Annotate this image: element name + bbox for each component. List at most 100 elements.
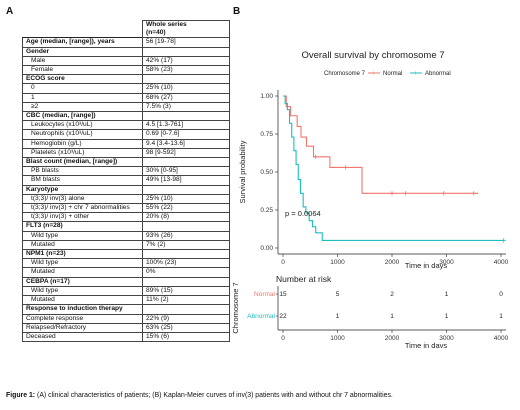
y-tick-label: 1.00 bbox=[260, 93, 273, 100]
y-tick-label: 0.50 bbox=[260, 169, 273, 176]
table-value-cell: 42% (17) bbox=[142, 55, 230, 67]
table-row: Complete response 22% (9) bbox=[22, 313, 230, 324]
table-row: Neutrophils (x10³/uL) 0.69 [0-7.6] bbox=[22, 129, 230, 140]
x-tick-label: 3000 bbox=[439, 259, 454, 266]
panel-label-b: B bbox=[233, 6, 241, 17]
table-label-cell: ≥2 bbox=[22, 101, 143, 113]
table-row: t(3;3)/ inv(3) alone 25% (10) bbox=[22, 193, 230, 205]
table-value-cell bbox=[142, 249, 230, 260]
table-label-cell: Deceased bbox=[22, 331, 143, 343]
table-row: 1 68% (27) bbox=[22, 92, 230, 103]
table-value-cell: 98 [9-592] bbox=[142, 147, 230, 159]
risk-count: 15 bbox=[279, 291, 287, 298]
risk-count: 1 bbox=[499, 313, 503, 320]
table-label-cell: ECOG score bbox=[22, 74, 143, 85]
legend-cross-normal: + bbox=[372, 71, 376, 77]
table-label-cell: CEBPA (n=17) bbox=[22, 276, 143, 287]
table-value-cell: 30% [0-95] bbox=[142, 166, 230, 177]
table-value-cell: 0% bbox=[142, 267, 230, 278]
table-value-cell: 49% [13-98] bbox=[142, 175, 230, 186]
table-label-cell: t(3;3)/ inv(3) + other bbox=[22, 212, 143, 223]
risk-x-tick-label: 4000 bbox=[494, 335, 509, 342]
table-label-cell: FLT3 (n=28) bbox=[22, 221, 143, 232]
table-row: Platelets (x10³/uL) 98 [9-592] bbox=[22, 147, 230, 159]
table-row: Blast count (median, [range]) bbox=[22, 157, 230, 168]
table-value-cell: 93% (26) bbox=[142, 230, 230, 241]
censor-mark-normal bbox=[471, 191, 476, 196]
x-tick-label: 2000 bbox=[385, 259, 400, 266]
table-value-cell bbox=[142, 184, 230, 195]
y-tick-label: 0.25 bbox=[260, 207, 273, 214]
table-row: ECOG score bbox=[22, 74, 230, 85]
table-value-cell: 0.69 [0-7.6] bbox=[142, 129, 230, 140]
table-row: Mutated 7% (2) bbox=[22, 239, 230, 251]
table-value-cell: 4.5 [1.3-761] bbox=[142, 120, 230, 131]
table-value-cell: 25% (10) bbox=[142, 83, 230, 94]
table-label-cell: Complete response bbox=[22, 313, 143, 324]
table-row: t(3;3)/ inv(3) + other 20% (8) bbox=[22, 212, 230, 223]
table-header-line2: (n=40) bbox=[146, 29, 166, 37]
risk-x-axis-label: Time in days bbox=[405, 341, 447, 348]
table-value-cell bbox=[142, 221, 230, 232]
x-axis-label: Time in days bbox=[405, 261, 447, 270]
table-row: Relapsed/Refractory 63% (25) bbox=[22, 322, 230, 333]
table-value-cell: 22% (9) bbox=[142, 313, 230, 324]
panel-label-a: A bbox=[6, 6, 14, 17]
table-label-cell: Wild type bbox=[22, 230, 143, 241]
table-label-cell: Platelets (x10³/uL) bbox=[22, 147, 143, 159]
table-value-cell bbox=[142, 74, 230, 85]
table-label-cell: Female bbox=[22, 65, 143, 76]
table-row: Female 58% (23) bbox=[22, 65, 230, 76]
table-value-cell bbox=[142, 111, 230, 122]
figure-caption: Figure 1: (A) clinical characteristics o… bbox=[6, 392, 518, 399]
risk-count: 22 bbox=[279, 313, 287, 320]
table-row: Wild type 100% (23) bbox=[22, 258, 230, 269]
caption-text: (A) clinical characteristics of patients… bbox=[35, 392, 393, 399]
table-row: CEBPA (n=17) bbox=[22, 276, 230, 287]
table-row: FLT3 (n=28) bbox=[22, 221, 230, 232]
table-label-cell: Blast count (median, [range]) bbox=[22, 157, 143, 168]
curve-normal bbox=[283, 95, 479, 194]
table-row: PB blasts 30% [0-95] bbox=[22, 166, 230, 177]
risk-x-tick-label: 3000 bbox=[439, 335, 454, 342]
table-row: Male 42% (17) bbox=[22, 55, 230, 67]
table-row: Mutated 0% bbox=[22, 267, 230, 278]
table-row: Wild type 89% (15) bbox=[22, 285, 230, 297]
y-tick-label: 0.75 bbox=[260, 131, 273, 138]
legend-label-normal: Normal bbox=[383, 71, 402, 77]
table-label-cell: Relapsed/Refractory bbox=[22, 322, 143, 333]
curve-abnormal bbox=[283, 95, 504, 241]
table-label-cell: Hemoglobin (g/L) bbox=[22, 138, 143, 149]
table-label-cell: PB blasts bbox=[22, 166, 143, 177]
table-value-cell: 55% (22) bbox=[142, 203, 230, 214]
table-label-cell: NPM1 (n=23) bbox=[22, 249, 143, 260]
table-label-cell: 1 bbox=[22, 92, 143, 103]
table-value-cell: 89% (15) bbox=[142, 285, 230, 297]
risk-x-tick-label: 1000 bbox=[330, 335, 345, 342]
censor-mark-normal bbox=[313, 154, 318, 159]
table-value-cell bbox=[142, 46, 230, 57]
caption-bold: Figure 1: bbox=[6, 392, 36, 399]
risk-count: 1 bbox=[336, 313, 340, 320]
table-label-cell: Mutated bbox=[22, 267, 143, 278]
table-value-cell bbox=[142, 304, 230, 315]
characteristics-table: Whole series (n=40) Age (median, [range]… bbox=[22, 19, 230, 343]
table-row: Wild type 93% (26) bbox=[22, 230, 230, 241]
risk-count: 1 bbox=[390, 313, 394, 320]
table-row: NPM1 (n=23) bbox=[22, 249, 230, 260]
table-value-cell: 7% (2) bbox=[142, 239, 230, 251]
km-chart: Overall survival by chromosome 7 Chromoso… bbox=[231, 50, 509, 348]
table-label-cell: Wild type bbox=[22, 285, 143, 297]
table-label-cell: t(3;3)/ inv(3) alone bbox=[22, 193, 143, 205]
table-label-cell: t(3;3)/ inv(3) + chr 7 abnormalities bbox=[22, 203, 143, 214]
table-value-cell: 15% (6) bbox=[142, 331, 230, 343]
risk-x-tick-label: 0 bbox=[281, 335, 285, 342]
legend-label-abnormal: Abnormal bbox=[425, 71, 451, 77]
table-row: Response to induction therapy bbox=[22, 304, 230, 315]
table-value-cell: 100% (23) bbox=[142, 258, 230, 269]
table-label-cell: Mutated bbox=[22, 239, 143, 251]
table-label-cell: Neutrophils (x10³/uL) bbox=[22, 129, 143, 140]
table-value-cell: 7.5% (3) bbox=[142, 101, 230, 113]
table-value-cell: 56 [19-78] bbox=[142, 37, 230, 48]
table-label-cell: CBC (median, [range]) bbox=[22, 111, 143, 122]
